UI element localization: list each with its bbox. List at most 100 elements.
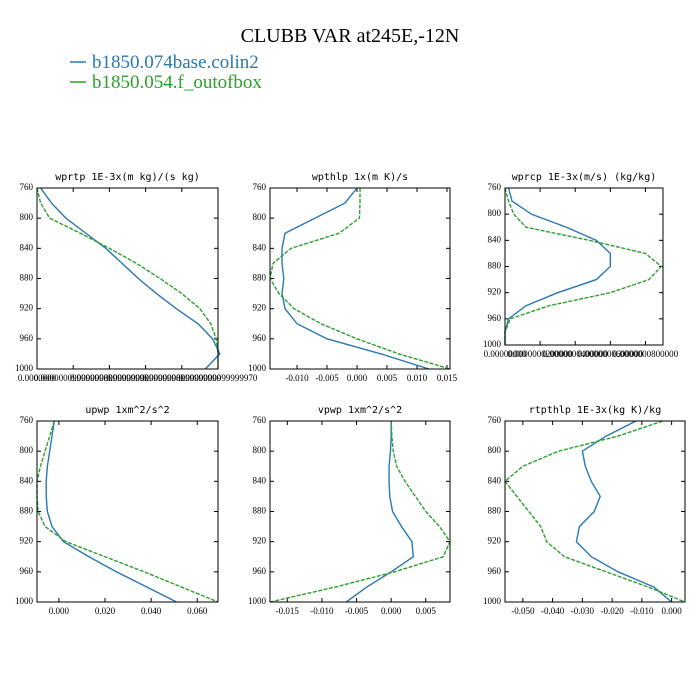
panel-title: wprcp 1E-3x(m/s) (kg/kg) (512, 172, 657, 183)
y-tick-label: 760 (488, 415, 502, 425)
y-tick-label: 760 (488, 182, 502, 192)
plot-frame (36, 187, 219, 370)
y-tick-label: 880 (20, 273, 34, 283)
y-tick-label: 760 (253, 182, 267, 192)
profile-line (504, 187, 612, 345)
figure-title: CLUBB VAR at245E,-12N (241, 25, 460, 47)
plot-frame (504, 420, 686, 603)
x-tick-label: 0.0000000800000 (613, 349, 679, 359)
x-tick-label: 0.000 (381, 606, 402, 616)
y-tick-label: 840 (20, 242, 34, 252)
y-tick-label: 960 (20, 566, 34, 576)
y-tick-label: 800 (20, 445, 34, 455)
y-tick-label: 800 (253, 445, 267, 455)
panel-title: vpwp 1xm^2/s^2 (318, 405, 402, 416)
y-tick-label: 1000 (248, 596, 267, 606)
x-tick-label: -0.020 (600, 606, 624, 616)
x-tick-label: 0.000 (347, 373, 368, 383)
y-tick-label: 760 (20, 415, 34, 425)
y-tick-label: 920 (253, 536, 267, 546)
y-tick-label: 1000 (248, 363, 267, 373)
y-tick-label: 840 (488, 475, 502, 485)
x-tick-label: 0.0000000999999980 (34, 373, 113, 383)
legend-label: b1850.074base.colin2 (92, 52, 259, 73)
y-tick-label: 920 (253, 303, 267, 313)
x-tick-label: 0.0000000999999990 (70, 373, 149, 383)
y-tick-label: 960 (488, 566, 502, 576)
y-tick-label: 800 (488, 208, 502, 218)
y-tick-label: 800 (20, 212, 34, 222)
x-tick-label: 0.005 (377, 373, 398, 383)
panel-title: wpthlp 1x(m K)/s (312, 172, 408, 183)
y-tick-label: 1000 (15, 596, 34, 606)
panel-title: wprtp 1E-3x(m kg)/(s kg) (55, 172, 200, 183)
y-tick-label: 1000 (15, 363, 34, 373)
y-tick-label: 840 (20, 475, 34, 485)
y-tick-label: 1000 (483, 339, 502, 349)
x-tick-label: 0.060 (187, 606, 208, 616)
x-tick-label: 0.00000000 (484, 349, 527, 359)
y-tick-label: 880 (20, 506, 34, 516)
legend-label: b1850.054.f_outofbox (92, 72, 262, 93)
x-tick-label: -0.050 (511, 606, 535, 616)
x-tick-label: 0.040 (141, 606, 162, 616)
plot-frame (504, 187, 664, 346)
panel-title: rtpthlp 1E-3x(kg K)/kg (529, 405, 661, 416)
profile-line (45, 420, 177, 603)
x-tick-label: 0.0000000999999990 (142, 373, 221, 383)
x-tick-label: 0.000 (49, 606, 70, 616)
profile-line (36, 187, 219, 369)
y-tick-label: 840 (253, 242, 267, 252)
x-tick-label: 0.0000000999999980 (106, 373, 185, 383)
y-tick-label: 920 (20, 536, 34, 546)
y-tick-label: 840 (488, 234, 502, 244)
profile-line (575, 420, 673, 603)
x-tick-label: -0.010 (630, 606, 654, 616)
x-tick-label: 0.015 (437, 373, 458, 383)
x-tick-label: -0.010 (310, 606, 334, 616)
y-tick-label: 840 (253, 475, 267, 485)
y-tick-label: 800 (253, 212, 267, 222)
y-tick-label: 760 (253, 415, 267, 425)
x-tick-label: 0.0000000 (18, 373, 57, 383)
x-tick-label: -0.040 (541, 606, 565, 616)
x-tick-label: 0.0000000200000 (507, 349, 573, 359)
y-tick-label: 1000 (483, 596, 502, 606)
y-tick-label: 880 (253, 506, 267, 516)
profile-line (269, 420, 451, 603)
x-tick-label: -0.030 (571, 606, 595, 616)
panel-title: upwp 1xm^2/s^2 (85, 405, 169, 416)
y-tick-label: 880 (488, 261, 502, 271)
x-tick-label: 0.020 (95, 606, 116, 616)
profile-line (281, 187, 430, 370)
y-tick-label: 960 (253, 566, 267, 576)
y-tick-label: 960 (20, 333, 34, 343)
y-tick-label: 880 (488, 506, 502, 516)
y-tick-label: 960 (253, 333, 267, 343)
profile-line (504, 187, 663, 345)
x-tick-label: 0.0000000600000 (578, 349, 644, 359)
y-tick-label: 920 (20, 303, 34, 313)
profile-line (345, 421, 415, 603)
plot-frame (269, 420, 451, 603)
x-tick-label: 0.010 (407, 373, 428, 383)
x-tick-label: 0.0000000999999970 (179, 373, 258, 383)
x-tick-label: -0.005 (345, 606, 369, 616)
y-tick-label: 760 (20, 182, 34, 192)
x-tick-label: -0.010 (285, 373, 309, 383)
plot-frame (269, 187, 451, 370)
y-tick-label: 920 (488, 536, 502, 546)
y-tick-label: 920 (488, 287, 502, 297)
plot-frame (36, 420, 219, 603)
x-tick-label: 0.005 (416, 606, 437, 616)
y-tick-label: 880 (253, 273, 267, 283)
y-tick-label: 800 (488, 445, 502, 455)
x-tick-label: 0.000 (661, 606, 682, 616)
profile-line (40, 187, 221, 370)
profile-line (504, 420, 686, 603)
x-tick-label: -0.005 (315, 373, 339, 383)
y-tick-label: 960 (488, 313, 502, 323)
x-tick-label: -0.015 (276, 606, 300, 616)
